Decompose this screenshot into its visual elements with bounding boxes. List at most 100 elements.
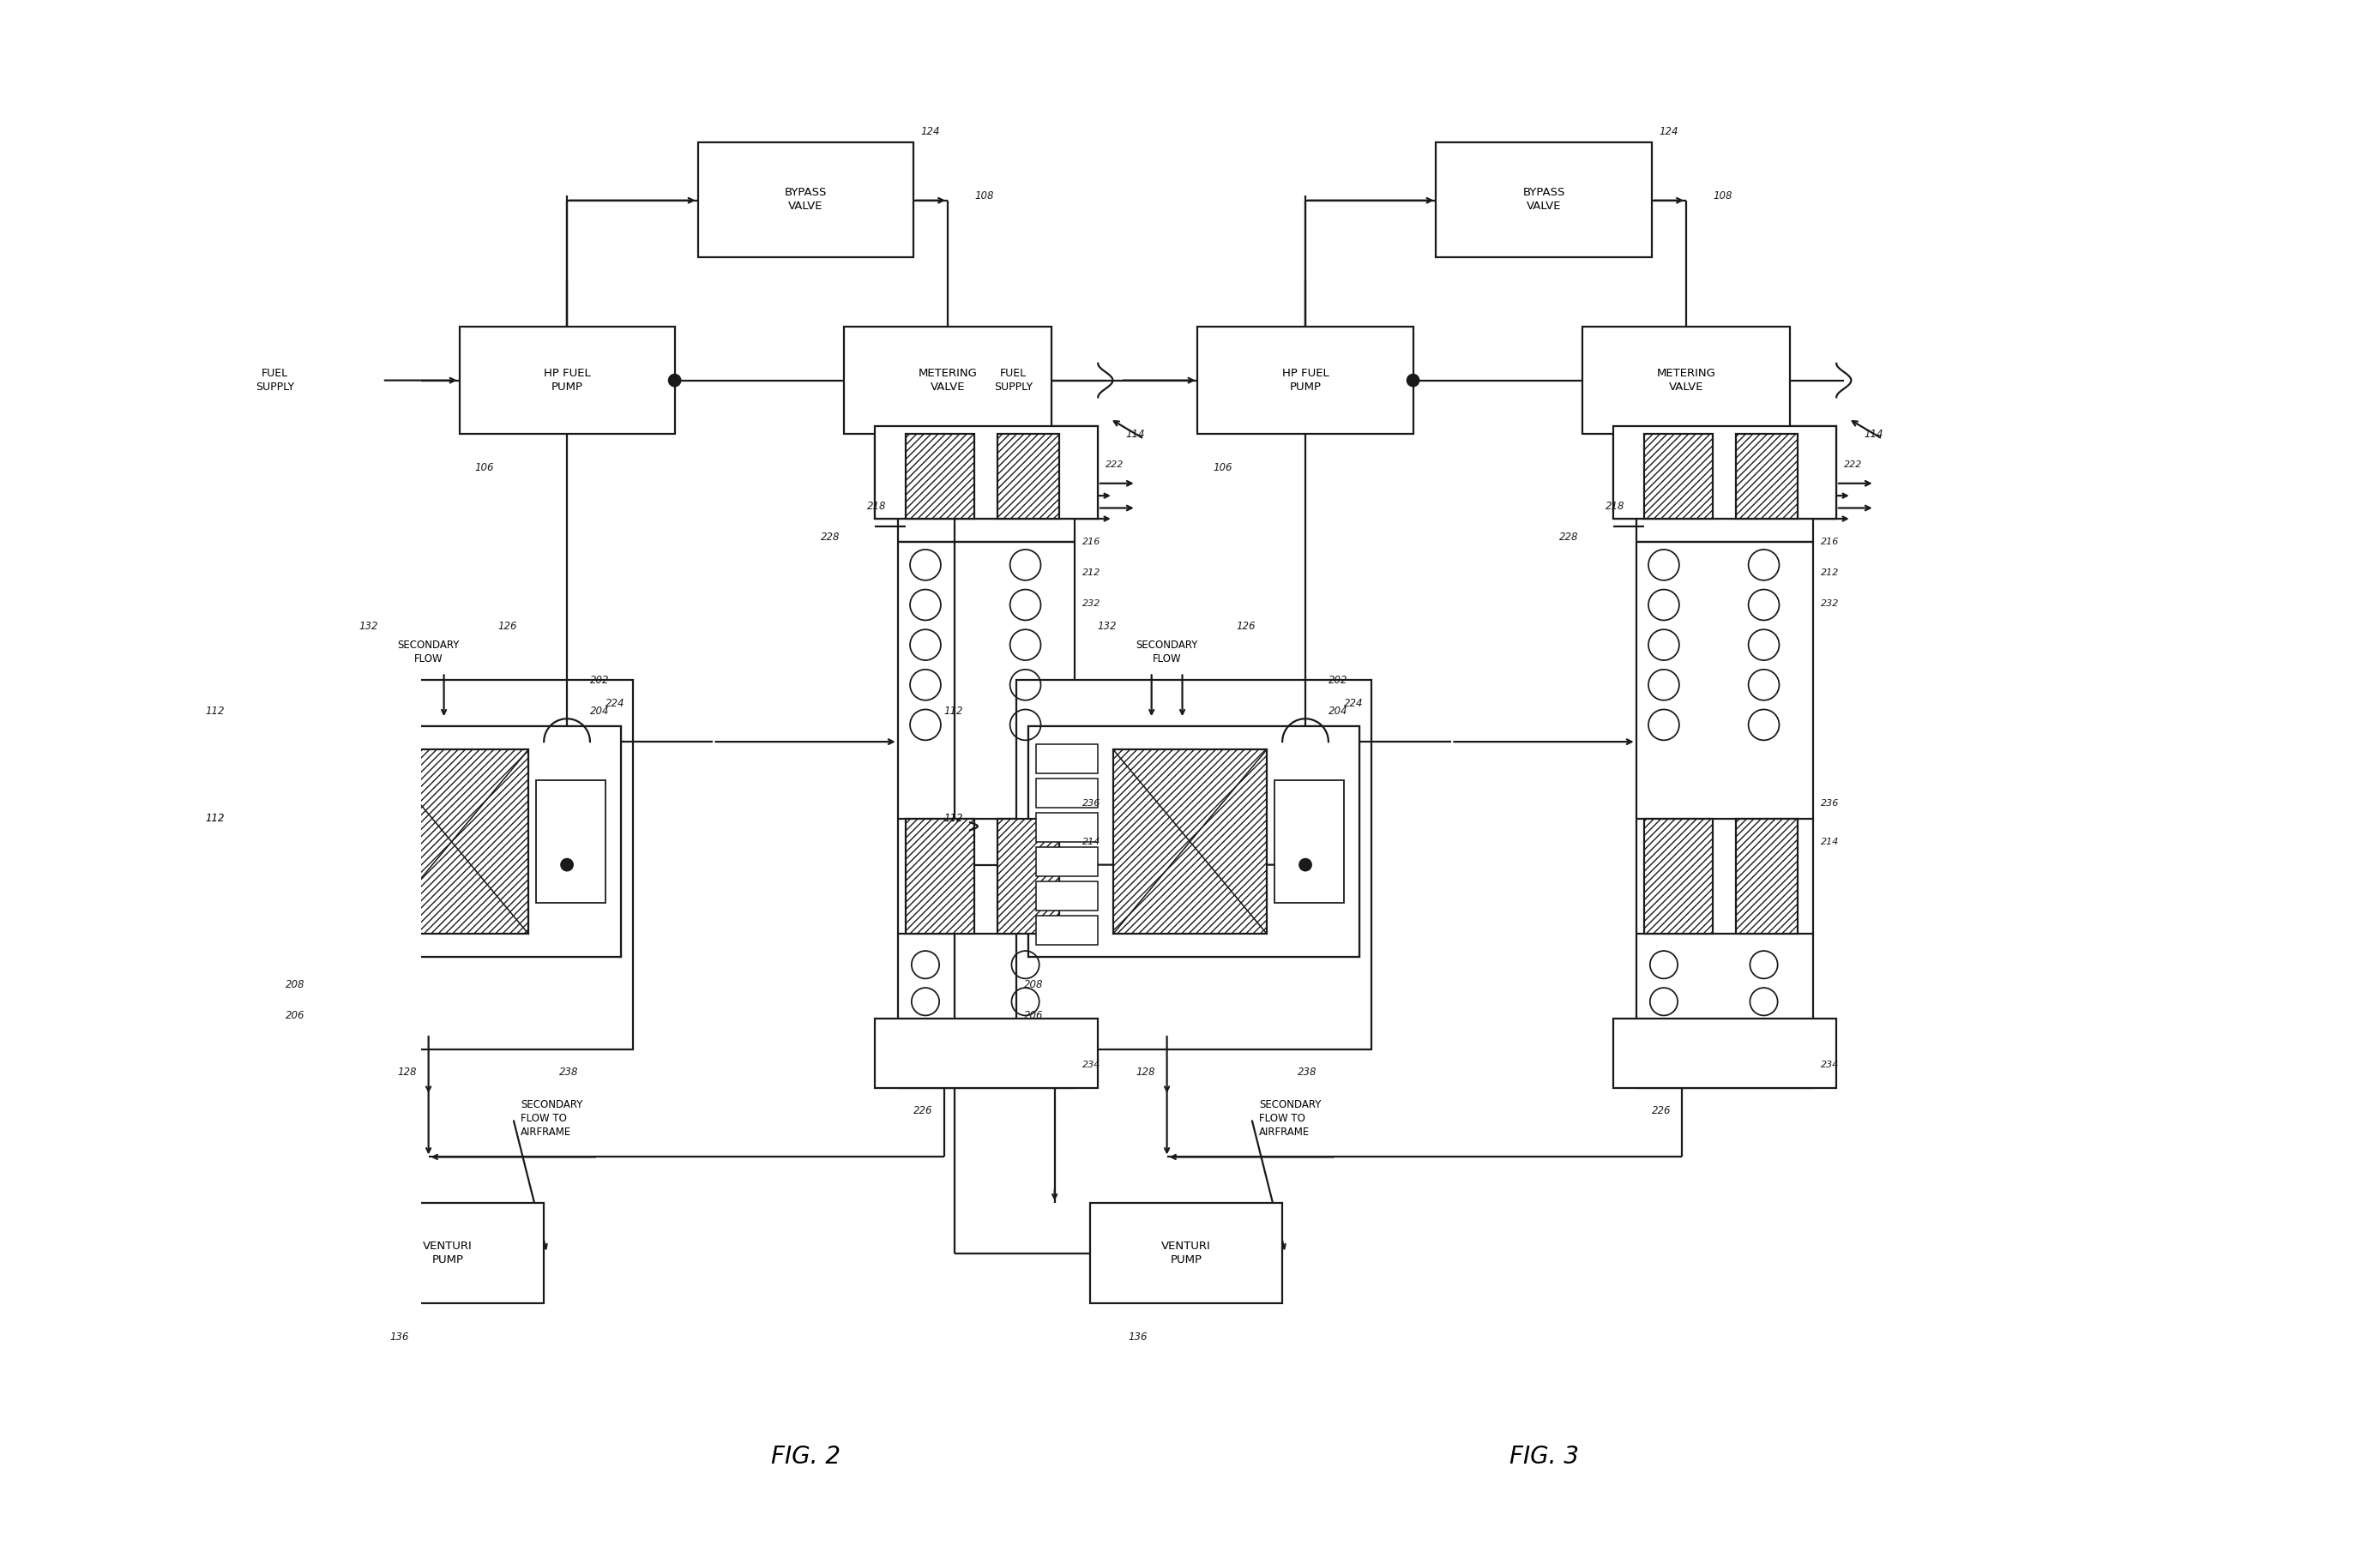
- Text: HP FUEL
PUMP: HP FUEL PUMP: [543, 368, 590, 392]
- Text: 218: 218: [866, 501, 885, 511]
- Text: 202: 202: [1328, 675, 1347, 686]
- Bar: [298, 743, 359, 772]
- Bar: [1735, 819, 1797, 935]
- Text: SECONDARY
FLOW: SECONDARY FLOW: [397, 640, 459, 664]
- Circle shape: [669, 374, 681, 386]
- Text: 214: 214: [1083, 837, 1100, 847]
- Bar: [298, 881, 359, 910]
- Bar: [1735, 434, 1797, 519]
- Bar: [352, 1204, 545, 1302]
- Text: 212: 212: [1083, 569, 1100, 576]
- Text: 136: 136: [1128, 1332, 1147, 1343]
- Text: 136: 136: [390, 1332, 409, 1343]
- Bar: [298, 847, 359, 876]
- Text: 232: 232: [1083, 599, 1100, 607]
- Bar: [873, 426, 1097, 519]
- Bar: [1645, 434, 1714, 519]
- Bar: [845, 326, 1052, 434]
- Bar: [1035, 743, 1097, 772]
- Bar: [1614, 426, 1835, 519]
- Bar: [278, 680, 633, 1049]
- Text: FIG. 2: FIG. 2: [771, 1445, 840, 1469]
- Text: 224: 224: [605, 698, 624, 709]
- Text: 126: 126: [497, 621, 516, 632]
- Text: 236: 236: [1821, 799, 1840, 808]
- Bar: [1614, 1018, 1835, 1088]
- Text: 218: 218: [1607, 501, 1626, 511]
- Text: 208: 208: [286, 980, 305, 990]
- Text: 222: 222: [1104, 460, 1123, 470]
- Text: 206: 206: [286, 1010, 305, 1021]
- Text: 132: 132: [1097, 621, 1116, 632]
- Text: 106: 106: [1214, 462, 1233, 474]
- Text: SECONDARY
FLOW TO
AIRFRAME: SECONDARY FLOW TO AIRFRAME: [1259, 1098, 1321, 1137]
- Text: BYPASS
VALVE: BYPASS VALVE: [785, 187, 826, 212]
- Text: FIG. 3: FIG. 3: [1509, 1445, 1578, 1469]
- Text: 226: 226: [914, 1105, 933, 1117]
- Bar: [1583, 326, 1790, 434]
- Text: SECONDARY
FLOW TO
AIRFRAME: SECONDARY FLOW TO AIRFRAME: [521, 1098, 583, 1137]
- Text: 106: 106: [474, 462, 495, 474]
- Text: HP FUEL
PUMP: HP FUEL PUMP: [1283, 368, 1328, 392]
- Text: 108: 108: [1714, 190, 1733, 201]
- Text: 108: 108: [976, 190, 995, 201]
- Text: 124: 124: [1659, 125, 1678, 138]
- Text: 224: 224: [1345, 698, 1364, 709]
- Text: 214: 214: [1821, 837, 1840, 847]
- Text: 236: 236: [1083, 799, 1100, 808]
- Text: 128: 128: [1135, 1066, 1154, 1078]
- Circle shape: [562, 859, 574, 871]
- Text: 112: 112: [205, 706, 224, 717]
- Text: 112: 112: [945, 706, 964, 717]
- Text: 206: 206: [1023, 1010, 1042, 1021]
- Text: 216: 216: [1083, 538, 1100, 545]
- Text: 238: 238: [1297, 1066, 1316, 1078]
- Bar: [1276, 780, 1345, 904]
- Text: 222: 222: [1844, 460, 1861, 470]
- Bar: [997, 819, 1059, 935]
- Text: 204: 204: [590, 706, 609, 717]
- Bar: [298, 813, 359, 842]
- Bar: [1035, 847, 1097, 876]
- Text: VENTURI
PUMP: VENTURI PUMP: [1161, 1241, 1211, 1265]
- Bar: [1028, 726, 1359, 956]
- Text: 112: 112: [205, 813, 224, 823]
- Circle shape: [1407, 374, 1418, 386]
- Text: 202: 202: [590, 675, 609, 686]
- Text: 112: 112: [945, 813, 964, 823]
- Text: VENTURI
PUMP: VENTURI PUMP: [424, 1241, 474, 1265]
- Bar: [997, 434, 1059, 519]
- Text: BYPASS
VALVE: BYPASS VALVE: [1523, 187, 1566, 212]
- Text: 128: 128: [397, 1066, 416, 1078]
- Bar: [1035, 881, 1097, 910]
- Bar: [1645, 819, 1714, 935]
- Text: 234: 234: [1821, 1060, 1840, 1069]
- Circle shape: [1299, 859, 1311, 871]
- Bar: [536, 780, 605, 904]
- Text: 132: 132: [359, 621, 378, 632]
- Bar: [1035, 779, 1097, 808]
- Text: 234: 234: [1083, 1060, 1100, 1069]
- Bar: [1016, 680, 1371, 1049]
- Bar: [904, 819, 976, 935]
- Bar: [873, 1018, 1097, 1088]
- Text: SECONDARY
FLOW: SECONDARY FLOW: [1135, 640, 1197, 664]
- Text: METERING
VALVE: METERING VALVE: [919, 368, 978, 392]
- Bar: [1197, 326, 1414, 434]
- Bar: [290, 726, 621, 956]
- Bar: [873, 426, 1097, 519]
- Text: 226: 226: [1652, 1105, 1671, 1117]
- Text: 232: 232: [1821, 599, 1840, 607]
- Text: FUEL
SUPPLY: FUEL SUPPLY: [995, 368, 1033, 392]
- Text: METERING
VALVE: METERING VALVE: [1656, 368, 1716, 392]
- Text: 114: 114: [1864, 428, 1883, 440]
- Bar: [1614, 426, 1835, 519]
- Text: 228: 228: [821, 531, 840, 542]
- Text: 114: 114: [1126, 428, 1145, 440]
- Bar: [298, 916, 359, 944]
- Bar: [1114, 749, 1266, 935]
- Bar: [374, 749, 528, 935]
- Bar: [1035, 813, 1097, 842]
- Bar: [459, 326, 674, 434]
- Bar: [697, 142, 914, 258]
